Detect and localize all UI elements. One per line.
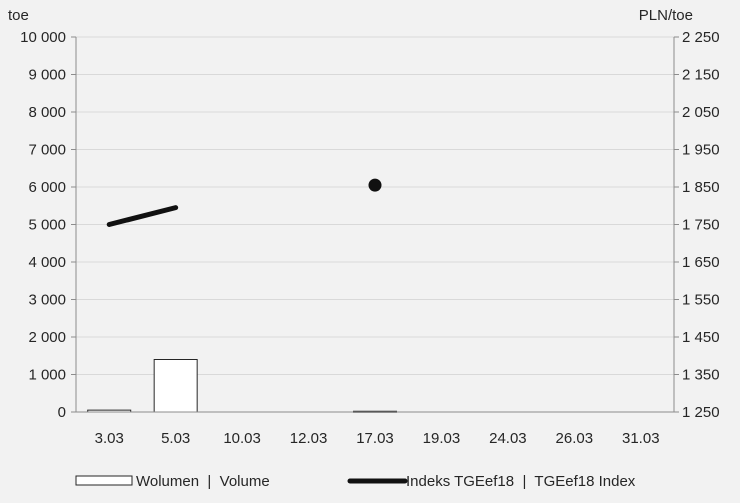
index-point	[368, 178, 382, 192]
right-tick-label: 2 050	[682, 104, 720, 121]
left-tick-label: 0	[58, 404, 66, 421]
legend: Wolumen | Volume Indeks TGEef18 | TGEef1…	[75, 473, 636, 490]
category-label: 31.03	[622, 430, 660, 447]
right-tick-label: 1 650	[682, 254, 720, 271]
left-tick-label: 3 000	[28, 292, 66, 309]
left-tick-label: 1 000	[28, 367, 66, 384]
right-tick-label: 1 750	[682, 217, 720, 234]
left-axis-ticks: 0 1 000 2 000 3 000 4 000 5 000 6 000 7 000 8 00…	[20, 29, 66, 421]
right-tick-label: 2 250	[682, 29, 720, 46]
right-tick-label: 1 550	[682, 292, 720, 309]
right-tick-label: 1 250	[682, 404, 720, 421]
category-label: 26.03	[556, 430, 594, 447]
left-tick-label: 8 000	[28, 104, 66, 121]
category-label: 24.03	[489, 430, 527, 447]
category-label: 10.03	[223, 430, 261, 447]
right-tick-label: 1 850	[682, 179, 720, 196]
right-axis-ticks: 1 250 1 350 1 450 1 550 1 650 1 750 1 850 1 950…	[682, 29, 720, 421]
category-labels: 3.03 5.03 10.03 12.03 17.03 19.03 24.03 26.03 31…	[95, 430, 660, 447]
category-label: 3.03	[95, 430, 124, 447]
left-tick-label: 9 000	[28, 67, 66, 84]
index-line-segment	[106, 205, 179, 227]
volume-bar	[153, 359, 198, 413]
right-tick-label: 2 150	[682, 67, 720, 84]
left-tick-label: 2 000	[28, 329, 66, 346]
left-tick-label: 5 000	[28, 217, 66, 234]
right-tick-label: 1 950	[682, 142, 720, 159]
left-tick-label: 10 000	[20, 29, 66, 46]
left-axis-unit: toe	[8, 7, 29, 24]
category-label: 17.03	[356, 430, 394, 447]
category-label: 12.03	[290, 430, 328, 447]
axes	[71, 36, 679, 413]
legend-volume-swatch	[75, 475, 133, 486]
category-label: 19.03	[423, 430, 461, 447]
legend-index-label: Indeks TGEef18 | TGEef18 Index	[406, 473, 636, 490]
right-tick-label: 1 350	[682, 367, 720, 384]
right-tick-label: 1 450	[682, 329, 720, 346]
left-tick-label: 4 000	[28, 254, 66, 271]
right-axis-unit: PLN/toe	[639, 7, 693, 24]
category-label: 5.03	[161, 430, 190, 447]
left-tick-label: 6 000	[28, 179, 66, 196]
index-line	[106, 178, 382, 227]
left-tick-label: 7 000	[28, 142, 66, 159]
legend-volume-label: Wolumen | Volume	[136, 473, 270, 490]
